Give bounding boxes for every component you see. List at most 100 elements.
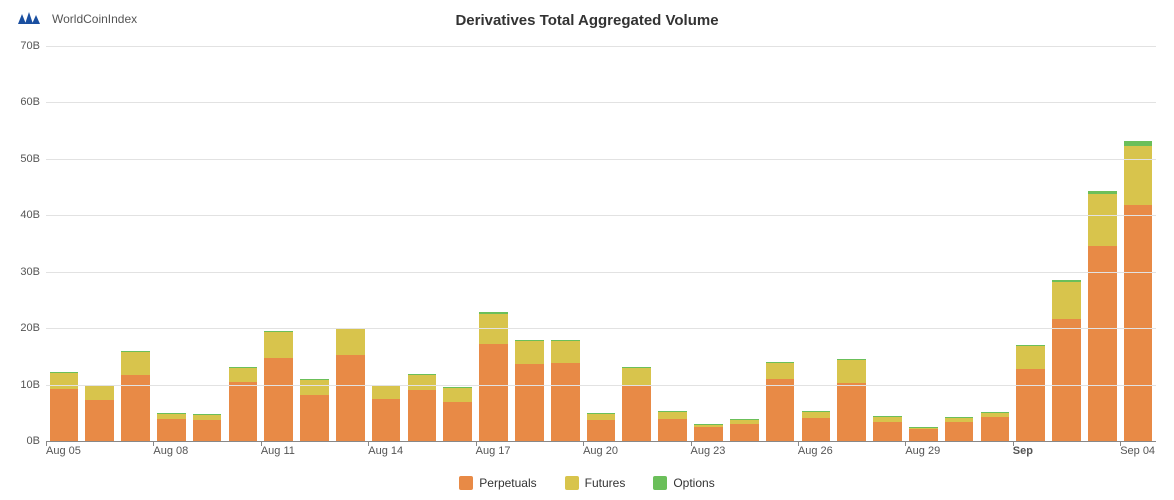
bar[interactable] xyxy=(587,335,616,441)
bar-segment-futures xyxy=(1088,194,1117,246)
chart-plot-area: Aug 05Aug 08Aug 11Aug 14Aug 17Aug 20Aug … xyxy=(46,46,1156,442)
bar-segment-futures xyxy=(264,332,293,357)
bar[interactable] xyxy=(121,253,150,441)
bar-segment-perpetuals xyxy=(1088,246,1117,441)
bar[interactable] xyxy=(909,367,938,441)
bar[interactable] xyxy=(157,335,186,441)
y-axis-label: 30B xyxy=(6,266,40,278)
bar-segment-options xyxy=(1088,191,1117,194)
bar-segment-perpetuals xyxy=(694,427,723,441)
bar-segment-perpetuals xyxy=(264,358,293,442)
bar-segment-perpetuals xyxy=(229,382,258,441)
gridline xyxy=(46,385,1156,386)
bar-segment-futures xyxy=(587,413,616,420)
bar[interactable] xyxy=(694,358,723,441)
y-axis-label: 10B xyxy=(6,379,40,391)
x-axis-label: Aug 08 xyxy=(153,445,188,457)
gridline xyxy=(46,159,1156,160)
bar[interactable] xyxy=(50,276,79,441)
bar[interactable] xyxy=(193,338,222,441)
bar[interactable] xyxy=(766,264,795,441)
bar-segment-futures xyxy=(372,386,401,399)
bar-segment-perpetuals xyxy=(945,422,974,441)
bar[interactable] xyxy=(945,344,974,441)
bar-segment-perpetuals xyxy=(802,418,831,441)
bar-segment-options xyxy=(229,367,258,368)
bar-segment-futures xyxy=(1016,346,1045,368)
bar[interactable] xyxy=(802,333,831,441)
x-tick xyxy=(153,441,154,446)
legend-item-perpetuals[interactable]: Perpetuals xyxy=(459,476,536,490)
bar[interactable] xyxy=(372,293,401,441)
bar[interactable] xyxy=(408,279,437,442)
chart-legend: Perpetuals Futures Options xyxy=(0,476,1174,490)
x-tick xyxy=(476,441,477,446)
bar-segment-perpetuals xyxy=(336,355,365,441)
x-tick xyxy=(1013,441,1014,446)
legend-item-futures[interactable]: Futures xyxy=(565,476,626,490)
bar-segment-futures xyxy=(300,379,329,395)
y-axis-label: 20B xyxy=(6,322,40,334)
x-tick xyxy=(368,441,369,446)
legend-label: Perpetuals xyxy=(479,476,536,490)
legend-swatch xyxy=(653,476,667,490)
x-tick xyxy=(583,441,584,446)
bar-segment-futures xyxy=(909,427,938,429)
bar-segment-futures xyxy=(766,363,795,379)
x-tick xyxy=(798,441,799,446)
bar-segment-perpetuals xyxy=(730,424,759,441)
bar-segment-futures xyxy=(694,424,723,428)
x-axis-labels: Aug 05Aug 08Aug 11Aug 14Aug 17Aug 20Aug … xyxy=(46,445,1156,461)
bar[interactable] xyxy=(443,295,472,441)
x-tick xyxy=(46,441,47,446)
bar-segment-options xyxy=(50,372,79,373)
gridline xyxy=(46,215,1156,216)
bar-segment-options xyxy=(622,367,651,368)
bar[interactable] xyxy=(85,293,114,441)
x-axis-label: Aug 26 xyxy=(798,445,833,457)
x-axis-label: Aug 17 xyxy=(476,445,511,457)
bar[interactable] xyxy=(229,270,258,441)
bar-segment-futures xyxy=(229,368,258,383)
bar[interactable] xyxy=(837,261,866,441)
gridline xyxy=(46,272,1156,273)
bar[interactable] xyxy=(873,341,902,441)
bar[interactable] xyxy=(730,347,759,441)
bar-segment-futures xyxy=(1052,282,1081,318)
bar-segment-options xyxy=(264,331,293,332)
bar-segment-options xyxy=(766,362,795,363)
bar-segment-options xyxy=(837,359,866,360)
bar[interactable] xyxy=(336,230,365,441)
x-tick xyxy=(261,441,262,446)
bar[interactable] xyxy=(981,334,1010,441)
bar-segment-perpetuals xyxy=(873,422,902,441)
bar-segment-futures xyxy=(336,329,365,355)
y-axis-label: 70B xyxy=(6,40,40,52)
x-axis-label: Sep xyxy=(1013,445,1033,457)
bar[interactable] xyxy=(1088,127,1117,441)
bar[interactable] xyxy=(1124,97,1153,441)
bar-segment-options xyxy=(1052,280,1081,283)
bar[interactable] xyxy=(1016,246,1045,441)
x-axis-label: Aug 23 xyxy=(691,445,726,457)
bar[interactable] xyxy=(300,284,329,441)
bar[interactable] xyxy=(658,333,687,441)
bar-segment-perpetuals xyxy=(551,363,580,441)
legend-swatch xyxy=(565,476,579,490)
bar-segment-futures xyxy=(85,386,114,400)
bar-segment-perpetuals xyxy=(1016,369,1045,441)
bar-segment-futures xyxy=(551,341,580,362)
legend-item-options[interactable]: Options xyxy=(653,476,714,490)
bar-segment-perpetuals xyxy=(515,364,544,441)
bar-segment-perpetuals xyxy=(479,344,508,441)
legend-label: Options xyxy=(673,476,714,490)
bar-segment-futures xyxy=(981,413,1010,418)
bar-segment-perpetuals xyxy=(372,399,401,441)
bar-segment-futures xyxy=(443,388,472,402)
bar[interactable] xyxy=(1052,189,1081,441)
y-axis-label: 60B xyxy=(6,96,40,108)
x-tick xyxy=(905,441,906,446)
bar[interactable] xyxy=(264,232,293,441)
bar[interactable] xyxy=(622,270,651,441)
bar-segment-futures xyxy=(945,417,974,422)
